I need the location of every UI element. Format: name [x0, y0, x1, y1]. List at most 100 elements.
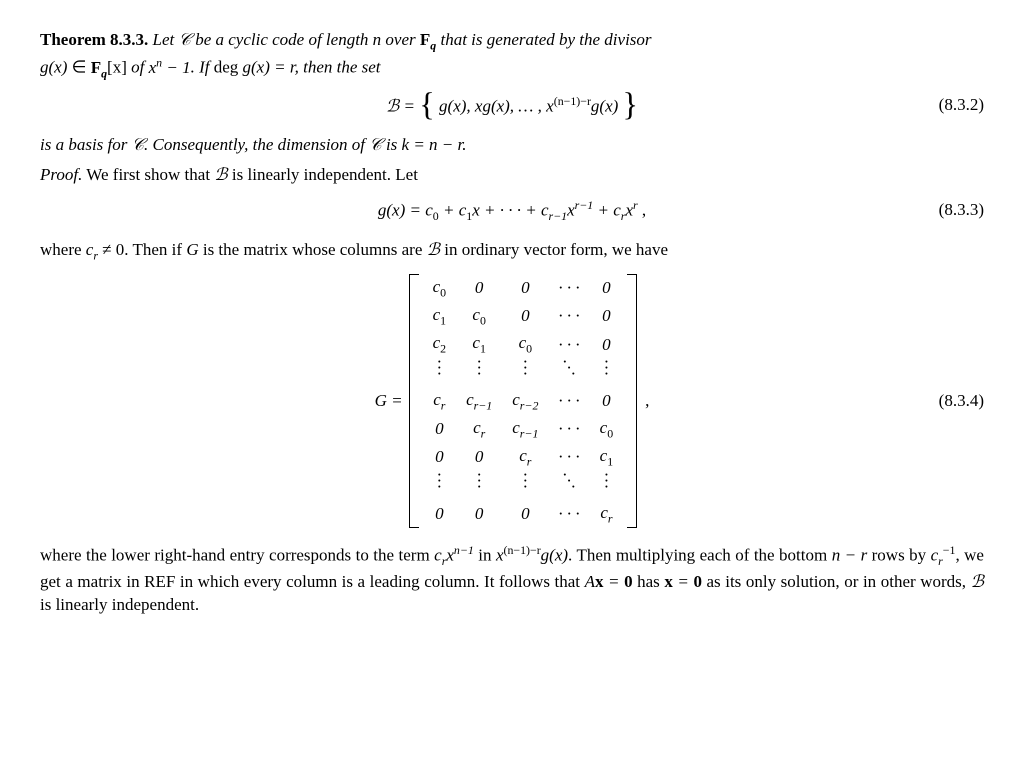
theorem-text-1a: Let — [153, 30, 179, 49]
matrix-cell: ··· — [456, 358, 502, 387]
matrix: c000· · ·0c1c00· · ·0c2c1c0· · ·0·······… — [409, 274, 638, 528]
sym-F: F — [420, 30, 430, 49]
eq3-body: G = c000· · ·0c1c00· · ·0c2c1c0· · ·0···… — [375, 274, 650, 528]
sym-xn1: xn − 1 — [149, 58, 191, 77]
matrix-cell: ··· — [423, 358, 457, 387]
matrix-cell: cr−1 — [502, 415, 548, 443]
equation-8-3-3: g(x) = c0 + c1x + · · · + cr−1xr−1 + crx… — [40, 197, 984, 225]
final-nm1: n−1 — [454, 543, 474, 557]
eq-number: (8.3.2) — [939, 93, 984, 117]
eq2-srm1: r−1 — [549, 209, 568, 223]
sym-gx2: g(x) — [243, 58, 270, 77]
proof-b: is linearly independent. Let — [228, 165, 418, 184]
matrix-row: c1c00· · ·0 — [423, 302, 624, 330]
equation-8-3-2: ℬ = { g(x), xg(x), … , x(n−1)−rg(x) } (8… — [40, 92, 984, 119]
eq-number: (8.3.4) — [939, 389, 984, 413]
where-B: ℬ — [427, 240, 440, 259]
theorem-text-2c: of — [127, 58, 149, 77]
proof-line: Proof. We first show that ℬ is linearly … — [40, 163, 984, 187]
brace-close-icon: } — [623, 86, 639, 122]
final-exp2: (n−1)−r — [503, 543, 540, 557]
matrix-row: ·········· · ···· — [423, 471, 624, 500]
matrix-body: c000· · ·0c1c00· · ·0c2c1c0· · ·0·······… — [423, 274, 624, 528]
theorem-text-2e: = r, then the set — [270, 58, 381, 77]
bracket-right-icon — [627, 274, 637, 528]
proof-a: We first show that — [86, 165, 214, 184]
matrix-cell: · · · — [548, 500, 589, 528]
eq2-erm1: r−1 — [575, 198, 594, 212]
where-line: where cr ≠ 0. Then if G is the matrix wh… — [40, 238, 984, 264]
basis-b: . Consequently, the dimension of — [144, 135, 369, 154]
eq2-p2: x — [567, 200, 575, 219]
matrix-cell: c0 — [590, 415, 624, 443]
sym-Fqx: Fq — [91, 58, 107, 77]
matrix-cell: · · · — [548, 387, 589, 415]
eq1-t2: g(x) — [591, 96, 618, 115]
matrix-cell: 0 — [456, 274, 502, 302]
sym-deg: deg — [214, 58, 243, 77]
final-gx: g(x) — [541, 546, 568, 565]
matrix-row: crcr−1cr−2· · ·0 — [423, 387, 624, 415]
eq2-p1: + c — [439, 200, 467, 219]
matrix-cell: ··· — [590, 471, 624, 500]
matrix-cell: · · · — [548, 358, 589, 387]
matrix-cell: cr−1 — [456, 387, 502, 415]
bracket-left-icon — [409, 274, 419, 528]
sym-brx: [x] — [107, 58, 127, 77]
eq3-comma: , — [645, 389, 649, 413]
basis-d: . — [462, 135, 466, 154]
sym-Fq: Fq — [420, 30, 436, 49]
where-a: where — [40, 240, 86, 259]
matrix-cell: 0 — [502, 274, 548, 302]
matrix-cell: cr — [590, 500, 624, 528]
matrix-cell: 0 — [456, 500, 502, 528]
matrix-cell: 0 — [423, 415, 457, 443]
basis-C: 𝒞 — [132, 135, 144, 154]
eq2-b1: g(x) = c — [378, 200, 433, 219]
final-paragraph: where the lower right-hand entry corresp… — [40, 542, 984, 617]
where-b: is the matrix whose columns are — [199, 240, 427, 259]
basis-a: is a basis for — [40, 135, 132, 154]
matrix-cell: · · · — [548, 415, 589, 443]
basis-C2: 𝒞 — [369, 135, 381, 154]
sym-F2: F — [91, 58, 101, 77]
theorem-statement: Theorem 8.3.3. Let 𝒞 be a cyclic code of… — [40, 28, 984, 82]
eq2-p4: x — [625, 200, 633, 219]
matrix-cell: · · · — [548, 274, 589, 302]
basis-c: is — [382, 135, 402, 154]
matrix-cell: cr−2 — [502, 387, 548, 415]
theorem-text-1d: that is generated by the divisor — [436, 30, 651, 49]
final-nmr: n − r — [832, 546, 868, 565]
sym-gx: g(x) — [40, 58, 67, 77]
matrix-cell: c1 — [423, 302, 457, 330]
theorem-text-2d: . If — [191, 58, 214, 77]
final-B: ℬ — [971, 572, 984, 591]
eq-number: (8.3.3) — [939, 198, 984, 222]
theorem-label: Theorem 8.3.3. — [40, 30, 148, 49]
final-d: rows by — [867, 546, 930, 565]
matrix-cell: c0 — [423, 274, 457, 302]
eq2-body: g(x) = c0 + c1x + · · · + cr−1xr−1 + crx… — [378, 197, 646, 225]
eq1-body: ℬ = { g(x), xg(x), … , x(n−1)−rg(x) } — [386, 93, 638, 118]
sym-C: 𝒞 — [179, 30, 191, 49]
eq1-t1: g(x), xg(x), … , x — [439, 96, 554, 115]
equation-8-3-4: G = c000· · ·0c1c00· · ·0c2c1c0· · ·0···… — [40, 274, 984, 528]
final-b: in — [474, 546, 496, 565]
matrix-cell: c0 — [456, 302, 502, 330]
proof-label: Proof. — [40, 165, 82, 184]
final-inv: −1 — [943, 543, 956, 557]
where-G: G — [186, 240, 198, 259]
matrix-cell: 0 — [590, 387, 624, 415]
where-c: in ordinary vector form, we have — [440, 240, 668, 259]
matrix-cell: ··· — [590, 358, 624, 387]
final-Ax: Ax = 0 — [585, 572, 633, 591]
matrix-cell: 0 — [502, 302, 548, 330]
matrix-row: c000· · ·0 — [423, 274, 624, 302]
matrix-cell: ··· — [423, 471, 457, 500]
matrix-cell: ··· — [502, 471, 548, 500]
sym-n: n — [373, 30, 382, 49]
sym-in: ∈ — [67, 58, 90, 77]
matrix-cell: ··· — [502, 358, 548, 387]
final-x: x — [446, 546, 454, 565]
final-a: where the lower right-hand entry corresp… — [40, 546, 434, 565]
